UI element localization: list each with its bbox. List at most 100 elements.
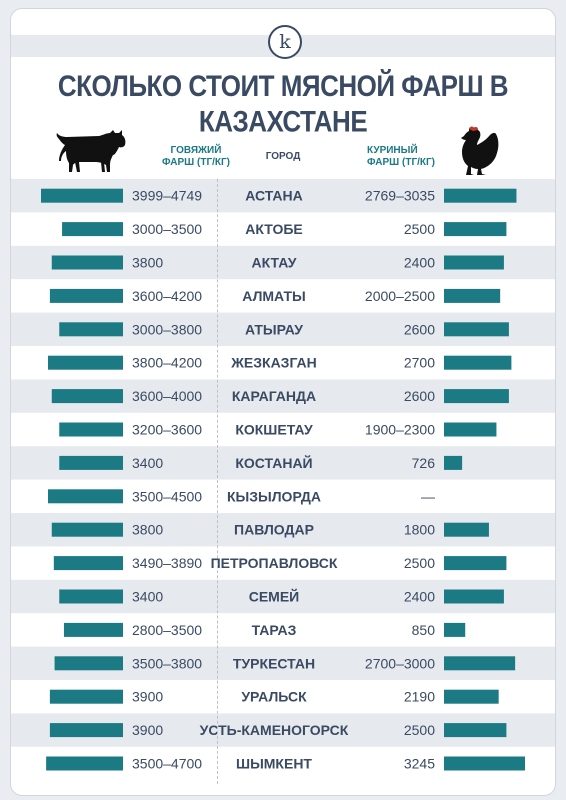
page-title: СКОЛЬКО СТОИТ МЯСНОЙ ФАРШ В КАЗАХСТАНЕ bbox=[57, 68, 509, 139]
beef-price-label: 3000–3800 bbox=[132, 321, 202, 337]
chicken-bar bbox=[444, 422, 497, 437]
chicken-price-label: 2769–3035 bbox=[365, 188, 435, 204]
beef-bar bbox=[46, 756, 123, 771]
chicken-bar bbox=[444, 255, 504, 270]
beef-bar bbox=[63, 622, 123, 637]
chicken-bar bbox=[444, 222, 507, 237]
beef-price-label: 3600–4000 bbox=[132, 388, 202, 404]
chicken-price-label: 2000–2500 bbox=[365, 288, 435, 304]
city-label: ПЕТРОПАВЛОВСК bbox=[211, 555, 338, 571]
chicken-column-header: КУРИНЫЙ ФАРШ (ТГ/КГ) bbox=[367, 145, 467, 169]
beef-bar bbox=[59, 422, 123, 437]
chicken-price-label: 850 bbox=[412, 622, 436, 638]
beef-price-label: 3900 bbox=[132, 722, 163, 738]
city-label: АКТОБЕ bbox=[245, 221, 303, 237]
chicken-bar bbox=[444, 589, 504, 604]
chicken-price-label: 2500 bbox=[404, 221, 435, 237]
city-label: СЕМЕЙ bbox=[249, 588, 300, 605]
beef-bar bbox=[59, 589, 123, 604]
beef-price-label: 3800 bbox=[132, 522, 163, 538]
chicken-price-label: 2600 bbox=[404, 388, 435, 404]
chicken-price-label: 2400 bbox=[404, 589, 435, 605]
beef-price-label: 3800 bbox=[132, 255, 163, 271]
city-label: КОКШЕТАУ bbox=[235, 422, 313, 438]
chicken-bar bbox=[444, 723, 507, 738]
beef-bar bbox=[48, 489, 124, 504]
beef-price-label: 3500–4500 bbox=[132, 488, 202, 504]
chicken-price-label: 3245 bbox=[404, 756, 435, 772]
chicken-price-label: 2190 bbox=[404, 689, 435, 705]
beef-header-line1: ГОВЯЖИЙ bbox=[170, 145, 222, 156]
beef-price-label: 3400 bbox=[132, 455, 163, 471]
chicken-bar bbox=[444, 355, 512, 370]
chicken-price-label: — bbox=[421, 488, 435, 504]
city-label: ШЫМКЕНТ bbox=[236, 756, 312, 772]
chicken-bar bbox=[444, 288, 501, 303]
beef-bar bbox=[62, 222, 123, 237]
cow-icon bbox=[56, 130, 126, 172]
city-label: КАРАГАНДА bbox=[232, 388, 316, 404]
chicken-header-line2: ФАРШ (ТГ/КГ) bbox=[367, 157, 435, 168]
city-label: АЛМАТЫ bbox=[242, 288, 305, 304]
chicken-header-line1: КУРИНЫЙ bbox=[367, 145, 418, 156]
beef-bar bbox=[53, 556, 123, 571]
chicken-price-label: 2600 bbox=[404, 321, 435, 337]
k-logo-icon: k bbox=[268, 25, 302, 59]
chicken-price-label: 2700–3000 bbox=[365, 655, 435, 671]
beef-bar bbox=[51, 255, 123, 270]
beef-bar bbox=[49, 723, 123, 738]
hen-icon bbox=[461, 126, 499, 175]
beef-price-label: 3600–4200 bbox=[132, 288, 202, 304]
beef-bar bbox=[49, 288, 123, 303]
beef-price-label: 3200–3600 bbox=[132, 422, 202, 438]
beef-bar bbox=[51, 389, 123, 404]
column-divider bbox=[217, 179, 218, 784]
price-chart: 3999–4749 АСТАНА 2769–3035 3000–3500 АКТОБЕ 2… bbox=[11, 179, 555, 772]
chicken-price-label: 1800 bbox=[404, 522, 435, 538]
beef-column-header: ГОВЯЖИЙ ФАРШ (ТГ/КГ) bbox=[136, 145, 256, 169]
chicken-bar bbox=[444, 522, 489, 537]
chicken-price-label: 2400 bbox=[404, 255, 435, 271]
city-label: УРАЛЬСК bbox=[241, 689, 307, 705]
beef-price-label: 3500–4700 bbox=[132, 756, 202, 772]
city-label: АТЫРАУ bbox=[245, 321, 303, 337]
beef-header-line2: ФАРШ (ТГ/КГ) bbox=[162, 157, 230, 168]
chicken-bar bbox=[444, 455, 463, 470]
beef-price-label: 3800–4200 bbox=[132, 355, 202, 371]
chicken-price-label: 2700 bbox=[404, 355, 435, 371]
beef-bar bbox=[49, 689, 123, 704]
beef-price-label: 3500–3800 bbox=[132, 655, 202, 671]
chicken-bar bbox=[444, 389, 509, 404]
chicken-bar bbox=[444, 556, 507, 571]
chicken-price-label: 1900–2300 bbox=[365, 422, 435, 438]
chicken-price-label: 2500 bbox=[404, 555, 435, 571]
city-label: АКТАУ bbox=[252, 255, 297, 271]
beef-bar bbox=[41, 188, 123, 203]
infographic-card: k СКОЛЬКО СТОИТ МЯСНОЙ ФАРШ В КАЗАХСТАНЕ… bbox=[10, 8, 556, 796]
chicken-bar bbox=[444, 188, 517, 203]
city-label: ПАВЛОДАР bbox=[234, 522, 314, 538]
beef-price-label: 3999–4749 bbox=[132, 188, 202, 204]
chicken-bar bbox=[444, 622, 466, 637]
beef-bar bbox=[48, 355, 124, 370]
beef-price-label: 3400 bbox=[132, 589, 163, 605]
beef-price-label: 3900 bbox=[132, 689, 163, 705]
city-label: ЖЕЗКАЗГАН bbox=[230, 355, 316, 371]
beef-price-label: 2800–3500 bbox=[132, 622, 202, 638]
city-label: КОСТАНАЙ bbox=[235, 454, 312, 471]
city-label: КЫЗЫЛОРДА bbox=[227, 488, 321, 504]
beef-price-label: 3490–3890 bbox=[132, 555, 202, 571]
chicken-bar bbox=[444, 656, 516, 671]
chicken-bar bbox=[444, 322, 509, 337]
city-label: УСТЬ-КАМЕНОГОРСК bbox=[200, 722, 349, 738]
beef-bar bbox=[59, 322, 123, 337]
beef-bar bbox=[59, 455, 123, 470]
chicken-bar bbox=[444, 689, 499, 704]
chicken-bar bbox=[444, 756, 525, 771]
city-label: АСТАНА bbox=[245, 188, 303, 204]
chicken-price-label: 726 bbox=[412, 455, 436, 471]
beef-bar bbox=[51, 522, 123, 537]
chicken-price-label: 2500 bbox=[404, 722, 435, 738]
beef-price-label: 3000–3500 bbox=[132, 221, 202, 237]
city-column-header: ГОРОД bbox=[265, 151, 301, 162]
